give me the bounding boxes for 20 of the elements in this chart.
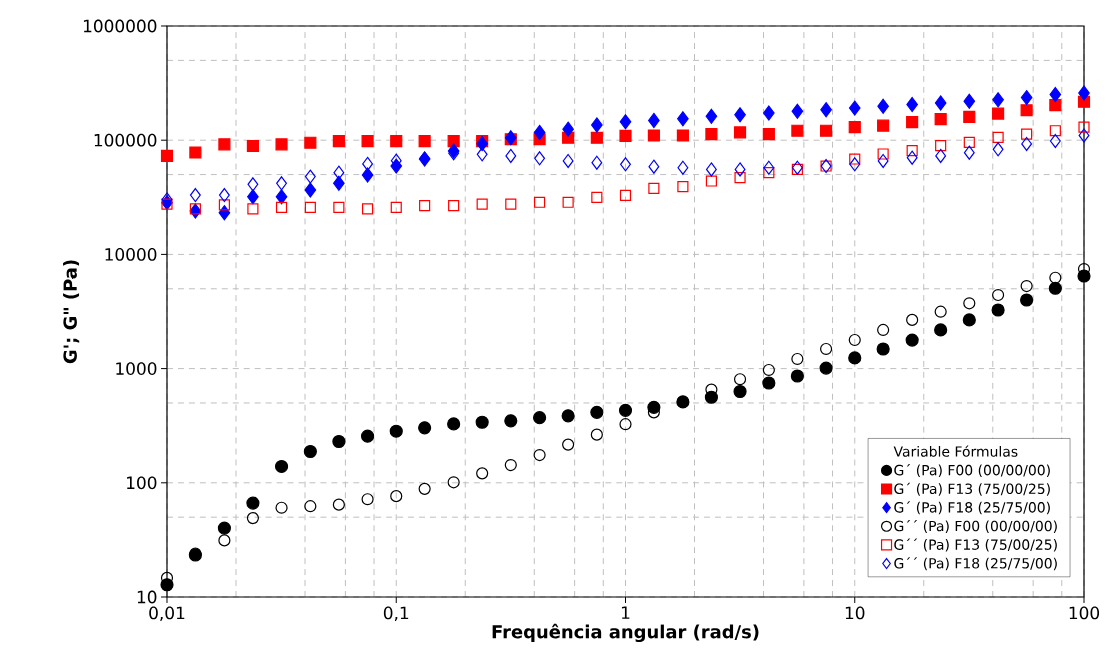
x-tick-label: 0,1 <box>383 606 409 622</box>
x-tick-label: 10 <box>845 606 865 620</box>
y-tick-label: 1000000 <box>83 19 157 33</box>
y-tick-label: 10000 <box>105 247 157 261</box>
legend-label: G´ (Pa) F00 (00/00/00) <box>894 464 1050 478</box>
x-tick-label: 0,01 <box>149 606 185 622</box>
x-axis-title: Frequência angular (rad/s) <box>492 623 759 643</box>
y-axis-title: G'; G" (Pa) <box>63 260 80 364</box>
legend-label: G´ (Pa) F18 (25/75/00) <box>894 501 1050 515</box>
y-tick-label: 10 <box>137 590 157 604</box>
y-tick-label: 100000 <box>94 133 157 147</box>
x-tick-label: 1 <box>621 606 630 619</box>
legend-label: G´´ (Pa) F18 (25/75/00) <box>894 557 1057 571</box>
legend-title: Variable Fórmulas <box>893 445 1018 457</box>
legend-label: G´ (Pa) F13 (75/00/25) <box>894 482 1050 496</box>
legend-label: G´´ (Pa) F00 (00/00/00) <box>894 519 1057 533</box>
y-tick-label: 100 <box>127 476 157 490</box>
y-tick-label: 1000 <box>116 362 157 375</box>
x-tick-label: 100 <box>1069 606 1100 620</box>
legend-label: G´´ (Pa) F13 (75/00/25) <box>894 538 1057 552</box>
